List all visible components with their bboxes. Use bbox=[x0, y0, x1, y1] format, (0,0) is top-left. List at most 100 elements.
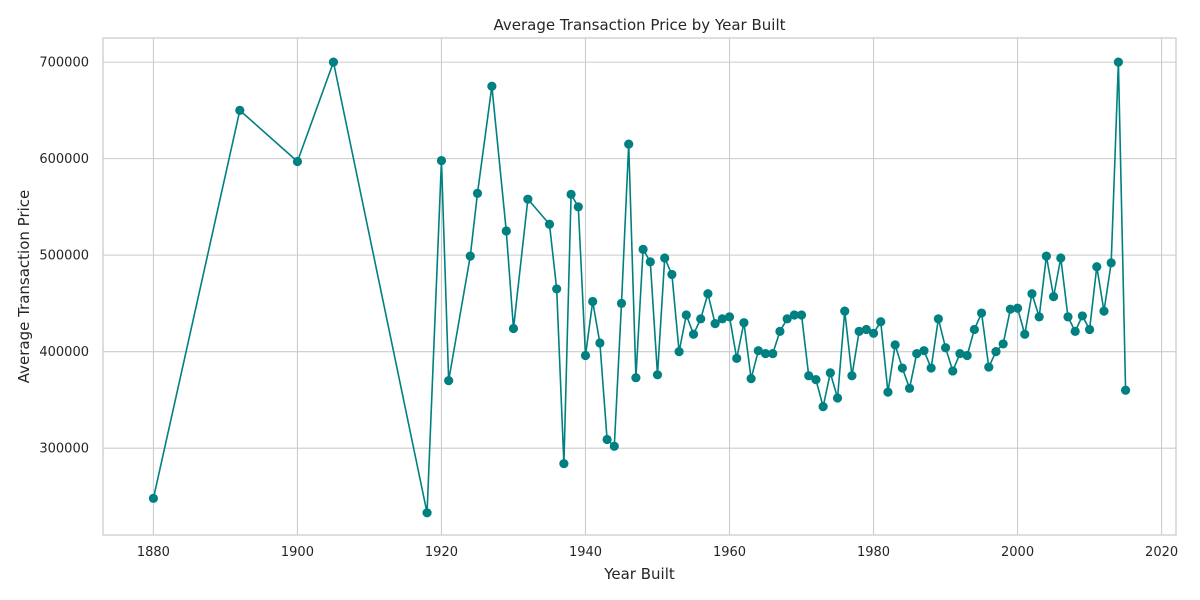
data-point bbox=[832, 393, 843, 403]
data-point bbox=[1106, 258, 1116, 268]
data-point bbox=[933, 314, 943, 324]
x-tick-label: 1980 bbox=[857, 545, 890, 560]
data-point bbox=[616, 298, 627, 308]
data-point bbox=[487, 81, 497, 91]
data-point bbox=[768, 348, 778, 359]
data-point bbox=[1041, 251, 1051, 261]
data-point bbox=[638, 244, 648, 254]
data-point bbox=[760, 348, 771, 359]
data-point bbox=[573, 202, 583, 212]
data-point bbox=[854, 326, 864, 336]
data-point bbox=[559, 458, 569, 469]
data-point bbox=[580, 350, 591, 361]
data-point bbox=[1034, 312, 1044, 322]
data-point bbox=[998, 339, 1008, 349]
data-point bbox=[825, 368, 835, 378]
data-point bbox=[940, 343, 951, 353]
y-tick-label: 600000 bbox=[39, 152, 89, 167]
data-point bbox=[969, 324, 979, 335]
data-point bbox=[652, 370, 663, 380]
data-point bbox=[566, 189, 576, 199]
data-point bbox=[1113, 57, 1123, 67]
x-tick-label: 1900 bbox=[281, 545, 314, 560]
x-tick-label: 2000 bbox=[1001, 545, 1034, 560]
y-tick-label: 500000 bbox=[39, 249, 89, 264]
data-point bbox=[883, 387, 893, 397]
data-point bbox=[674, 347, 684, 357]
data-point bbox=[739, 318, 749, 328]
data-point bbox=[890, 340, 900, 350]
data-point bbox=[912, 348, 922, 359]
data-point bbox=[1092, 262, 1102, 272]
data-point bbox=[948, 366, 958, 376]
data-point bbox=[422, 508, 432, 518]
data-point bbox=[544, 219, 555, 229]
data-point bbox=[660, 253, 670, 263]
data-point bbox=[1084, 324, 1095, 335]
data-point bbox=[753, 346, 763, 356]
data-point bbox=[1120, 385, 1131, 395]
data-point bbox=[436, 155, 447, 166]
data-point bbox=[732, 353, 742, 363]
data-point bbox=[782, 314, 792, 324]
data-point bbox=[523, 194, 533, 204]
data-point bbox=[1027, 289, 1037, 299]
data-point bbox=[1056, 253, 1066, 263]
data-point bbox=[789, 310, 799, 320]
data-point bbox=[624, 139, 634, 149]
tick-labels: 1880 1900 1920 1940 1960 1980 2000 2020 300000 40… bbox=[39, 56, 1178, 560]
data-point bbox=[710, 319, 720, 329]
data-point bbox=[897, 363, 907, 373]
chart-title: Average Transaction Price by Year Built bbox=[493, 16, 785, 34]
data-point bbox=[552, 284, 562, 294]
data-point bbox=[667, 269, 677, 280]
data-point bbox=[1063, 312, 1073, 322]
data-point bbox=[919, 346, 929, 356]
data-point bbox=[472, 188, 483, 198]
data-point bbox=[818, 402, 828, 412]
data-point bbox=[292, 156, 303, 167]
data-point bbox=[1020, 329, 1030, 339]
x-tick-label: 1960 bbox=[713, 545, 746, 560]
data-point bbox=[868, 328, 879, 338]
data-point bbox=[595, 338, 605, 348]
data-point bbox=[1099, 306, 1109, 316]
data-point bbox=[1005, 304, 1015, 314]
data-point bbox=[508, 323, 519, 334]
data-point bbox=[645, 257, 655, 267]
data-point bbox=[609, 441, 619, 451]
data-point bbox=[588, 296, 598, 307]
data-point bbox=[631, 373, 641, 383]
data-point bbox=[796, 310, 807, 320]
plot-area-frame bbox=[102, 37, 1177, 536]
data-point bbox=[602, 434, 612, 445]
data-point bbox=[955, 348, 965, 359]
data-point bbox=[775, 326, 785, 336]
data-point bbox=[847, 371, 857, 381]
y-tick-label: 300000 bbox=[39, 442, 89, 457]
data-point bbox=[444, 375, 454, 386]
data-point bbox=[717, 314, 727, 324]
x-tick-label: 1940 bbox=[569, 545, 602, 560]
data-point bbox=[991, 347, 1001, 357]
data-point bbox=[926, 363, 936, 373]
data-point bbox=[840, 306, 850, 316]
x-axis-label: Year Built bbox=[603, 565, 675, 583]
y-tick-label: 400000 bbox=[39, 345, 89, 360]
data-point bbox=[984, 362, 994, 372]
data-point bbox=[681, 310, 691, 320]
data-point bbox=[876, 317, 886, 327]
data-point bbox=[501, 226, 511, 236]
data-point bbox=[804, 371, 814, 381]
data-point bbox=[1070, 326, 1080, 336]
data-point bbox=[148, 493, 159, 503]
series-layer bbox=[148, 57, 1131, 518]
data-point bbox=[465, 251, 475, 261]
data-point bbox=[1048, 292, 1059, 302]
data-point bbox=[724, 312, 735, 322]
y-tick-label: 700000 bbox=[39, 56, 89, 71]
data-point bbox=[328, 57, 339, 67]
x-tick-label: 2020 bbox=[1145, 545, 1178, 560]
